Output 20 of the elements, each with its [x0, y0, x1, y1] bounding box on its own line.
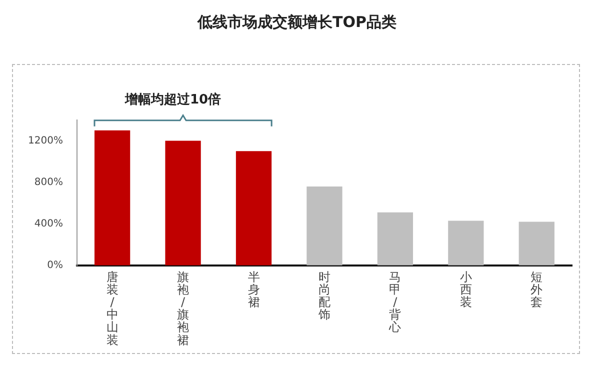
bar [518, 222, 554, 266]
x-tick-label: 短外套 [530, 270, 543, 310]
y-tick-label: 0% [47, 260, 63, 271]
x-tick-label: 唐装/中山装 [106, 270, 118, 347]
y-tick-label: 1200% [28, 135, 63, 146]
text: 增幅均超过10倍 [124, 91, 222, 108]
x-tick-label: 旗袍/旗袍裙 [177, 270, 190, 347]
bar [236, 151, 272, 266]
bar [448, 220, 484, 266]
y-tick-label: 800% [34, 176, 63, 188]
x-tick-label: 小西装 [460, 270, 472, 310]
bar [377, 212, 414, 266]
x-tick-label: 马甲/背心 [388, 270, 402, 334]
chart-title: 低线市场成交额增长TOP品类 [196, 12, 396, 31]
x-tick-label: 半身裙 [248, 270, 260, 310]
y-tick-label: 400% [34, 218, 63, 230]
bar [94, 130, 130, 266]
bar [306, 186, 342, 266]
x-tick-label: 时尚配饰 [317, 270, 330, 322]
bar [165, 140, 201, 266]
